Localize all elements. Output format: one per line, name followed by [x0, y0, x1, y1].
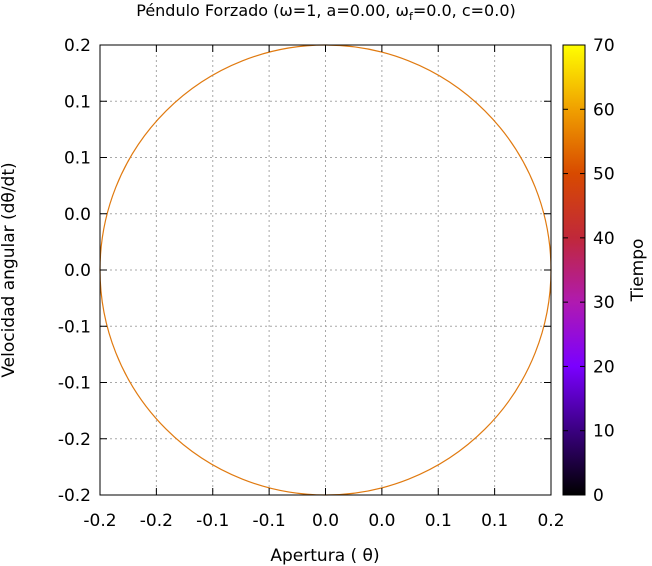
x-tick-labels: -0.2 -0.2 -0.1 -0.1 0.0 0.0 0.1 0.1 0.2	[83, 511, 564, 531]
y-tick-labels: -0.2 -0.2 -0.1 -0.1 0.0 0.0 0.1 0.1 0.2	[58, 36, 91, 506]
x-tick-label: -0.2	[140, 511, 173, 531]
y-tick-label: -0.2	[58, 486, 91, 506]
y-tick-label: 0.1	[64, 149, 91, 169]
colorbar-tick-label: 30	[593, 293, 615, 313]
colorbar-ticks: 0 10 20 30 40 50 60 70	[563, 36, 615, 506]
y-tick-label: -0.1	[58, 317, 91, 337]
x-axis-label: Apertura ( θ)	[270, 546, 379, 566]
colorbar-tick-label: 0	[593, 486, 604, 506]
colorbar-tick-label: 40	[593, 229, 615, 249]
colorbar-tick-label: 50	[593, 165, 615, 185]
y-tick-label: 0.1	[64, 92, 91, 112]
colorbar-tick-label: 60	[593, 100, 615, 120]
x-tick-label: 0.0	[312, 511, 339, 531]
tick-marks	[99, 44, 552, 496]
x-tick-label: 0.1	[425, 511, 452, 531]
chart-title: Péndulo Forzado (ω=1, a=0.00, ωf=0.0, c=…	[136, 1, 516, 23]
x-tick-label: 0.2	[537, 511, 564, 531]
y-tick-label: 0.2	[64, 36, 91, 56]
grid-lines	[100, 45, 551, 495]
x-tick-label: -0.2	[83, 511, 116, 531]
x-tick-label: 0.1	[481, 511, 508, 531]
colorbar	[562, 44, 586, 496]
y-tick-label: 0.0	[64, 205, 91, 225]
x-tick-label: -0.1	[196, 511, 229, 531]
y-axis-label: Velocidad angular (dθ/dt)	[0, 162, 19, 377]
colorbar-tick-label: 70	[593, 36, 615, 56]
colorbar-tick-label: 20	[593, 357, 615, 377]
x-tick-label: 0.0	[368, 511, 395, 531]
y-tick-label: -0.1	[58, 374, 91, 394]
y-tick-label: 0.0	[64, 261, 91, 281]
x-tick-label: -0.1	[253, 511, 286, 531]
y-tick-label: -0.2	[58, 430, 91, 450]
colorbar-label: Tiempo	[628, 239, 648, 303]
colorbar-tick-label: 10	[593, 422, 615, 442]
